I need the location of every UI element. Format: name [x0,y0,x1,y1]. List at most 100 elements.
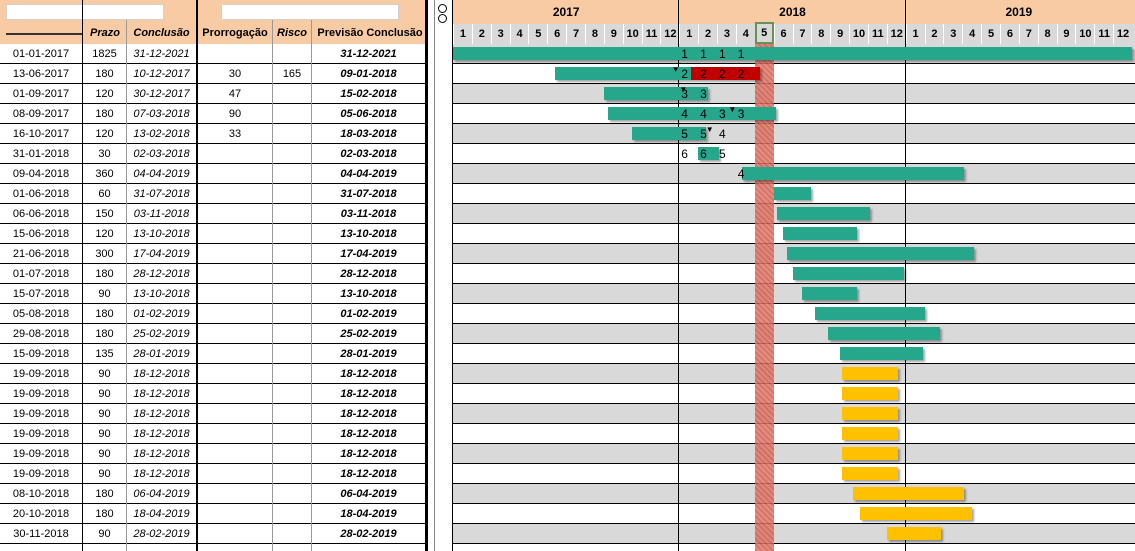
cell-risco[interactable] [273,124,311,144]
cell-inicio[interactable]: 19-09-2018 [12,388,70,400]
table-row[interactable]: 05-08-2018 180 01-02-2019 01-02-2019 [0,304,425,324]
cell-prorrogacao[interactable] [198,484,272,504]
cell-prazo[interactable]: 180 [95,68,114,80]
gantt-bar[interactable] [453,47,1132,60]
gantt-bar[interactable] [839,347,923,360]
gantt-row[interactable] [452,84,1135,104]
cell-inicio[interactable]: 09-04-2018 [12,168,70,180]
cell-conclusao[interactable]: 04-04-2019 [133,168,190,180]
cell-previsao[interactable]: 18-12-2018 [340,468,397,480]
gantt-row[interactable] [452,404,1135,424]
gantt-bar[interactable] [841,447,899,460]
cell-previsao[interactable]: 03-11-2018 [340,208,397,220]
cell-risco[interactable] [273,364,311,384]
cell-risco[interactable] [273,104,311,124]
table-row[interactable]: 09-04-2018 360 04-04-2019 04-04-2019 [0,164,425,184]
cell-inicio[interactable]: 15-06-2018 [12,228,70,240]
cell-conclusao[interactable]: 18-04-2019 [133,508,190,520]
table-row[interactable]: 16-10-2017 120 13-02-2018 33 18-03-2018 [0,124,425,144]
cell-prorrogacao[interactable] [198,184,272,204]
table-row[interactable]: 29-08-2018 180 25-02-2019 25-02-2019 [0,324,425,344]
cell-risco[interactable] [273,424,311,444]
cell-previsao[interactable]: 17-04-2019 [340,248,397,260]
cell-previsao[interactable]: 02-03-2018 [340,148,397,160]
cell-inicio[interactable]: 31-01-2018 [12,148,70,160]
cell-prorrogacao[interactable]: 47 [228,88,242,100]
cell-conclusao[interactable]: 31-12-2021 [133,48,190,60]
cell-risco[interactable] [273,444,311,464]
cell-inicio[interactable]: 19-09-2018 [12,428,70,440]
cell-previsao[interactable]: 13-10-2018 [340,228,397,240]
cell-risco[interactable] [273,524,311,544]
cell-conclusao[interactable]: 01-02-2019 [133,308,190,320]
cell-prazo[interactable]: 360 [95,168,114,180]
table-row[interactable]: 20-10-2018 180 18-04-2019 18-04-2019 [0,504,425,524]
cell-conclusao[interactable]: 18-12-2018 [133,408,190,420]
cell-prorrogacao[interactable] [198,44,272,64]
cell-prorrogacao[interactable] [198,304,272,324]
cell-prorrogacao[interactable] [198,424,272,444]
cell-previsao[interactable]: 28-01-2019 [340,348,397,360]
cell-prazo[interactable]: 300 [95,248,114,260]
cell-inicio[interactable]: 01-07-2018 [12,268,70,280]
cell-prorrogacao[interactable] [198,404,272,424]
cell-previsao[interactable]: 05-06-2018 [340,108,397,120]
gantt-bar[interactable] [841,387,899,400]
cell-prazo[interactable]: 135 [95,348,114,360]
cell-risco[interactable] [273,184,311,204]
gantt-row[interactable] [452,504,1135,524]
table-row[interactable]: 01-06-2018 60 31-07-2018 31-07-2018 [0,184,425,204]
cell-prorrogacao[interactable] [198,504,272,524]
cell-conclusao[interactable]: 31-07-2018 [133,188,190,200]
cell-risco[interactable] [273,224,311,244]
cell-previsao[interactable]: 04-04-2019 [340,168,397,180]
cell-inicio[interactable]: 08-09-2017 [12,108,70,120]
cell-inicio[interactable]: 01-06-2018 [12,188,70,200]
cell-prazo[interactable]: 120 [95,88,114,100]
gantt-row[interactable] [452,464,1135,484]
cell-conclusao[interactable]: 18-12-2018 [133,368,190,380]
cell-inicio[interactable]: 19-09-2018 [12,468,70,480]
cell-prazo[interactable]: 180 [95,508,114,520]
cell-inicio[interactable]: 19-09-2018 [12,448,70,460]
gantt-bar[interactable] [828,327,940,340]
gantt-bar[interactable] [841,467,899,480]
gantt-bar[interactable] [773,187,812,200]
cell-prazo[interactable]: 180 [95,328,114,340]
cell-prazo[interactable]: 150 [95,208,114,220]
cell-prorrogacao[interactable] [198,244,272,264]
gantt-row[interactable] [452,284,1135,304]
cell-conclusao[interactable]: 06-04-2019 [133,488,190,500]
cell-conclusao[interactable]: 18-12-2018 [133,448,190,460]
cell-conclusao[interactable]: 02-03-2018 [133,148,190,160]
cell-prorrogacao[interactable]: 33 [228,128,242,140]
gantt-bar[interactable] [741,167,965,180]
cell-conclusao[interactable]: 30-12-2017 [133,88,190,100]
table-row[interactable]: 15-07-2018 90 13-10-2018 13-10-2018 [0,284,425,304]
table-row[interactable]: 01-01-2017 1825 31-12-2021 31-12-2021 [0,44,425,64]
cell-conclusao[interactable]: 13-02-2018 [133,128,190,140]
cell-previsao[interactable]: 25-02-2019 [340,328,397,340]
cell-conclusao[interactable]: 17-04-2019 [133,248,190,260]
cell-inicio[interactable]: 16-10-2017 [12,128,70,140]
gantt-row[interactable] [452,124,1135,144]
gantt-bar[interactable] [792,267,904,280]
table-row[interactable]: 31-01-2018 30 02-03-2018 02-03-2018 [0,144,425,164]
cell-prorrogacao[interactable]: 90 [228,108,242,120]
cell-risco[interactable] [273,44,311,64]
cell-previsao[interactable]: 18-12-2018 [340,408,397,420]
cell-previsao[interactable]: 31-12-2021 [340,48,397,60]
cell-risco[interactable] [273,244,311,264]
cell-inicio[interactable]: 30-11-2018 [13,528,69,540]
cell-conclusao[interactable]: 10-12-2017 [133,68,190,80]
cell-conclusao[interactable]: 18-12-2018 [133,428,190,440]
cell-inicio[interactable]: 08-10-2018 [12,488,70,500]
cell-inicio[interactable]: 20-10-2018 [12,508,70,520]
cell-risco[interactable] [273,144,311,164]
cell-risco[interactable] [273,324,311,344]
cell-risco[interactable] [273,164,311,184]
cell-prorrogacao[interactable] [198,144,272,164]
cell-risco[interactable] [273,304,311,324]
table-row[interactable]: 15-06-2018 120 13-10-2018 13-10-2018 [0,224,425,244]
cell-prazo[interactable]: 90 [98,388,111,400]
